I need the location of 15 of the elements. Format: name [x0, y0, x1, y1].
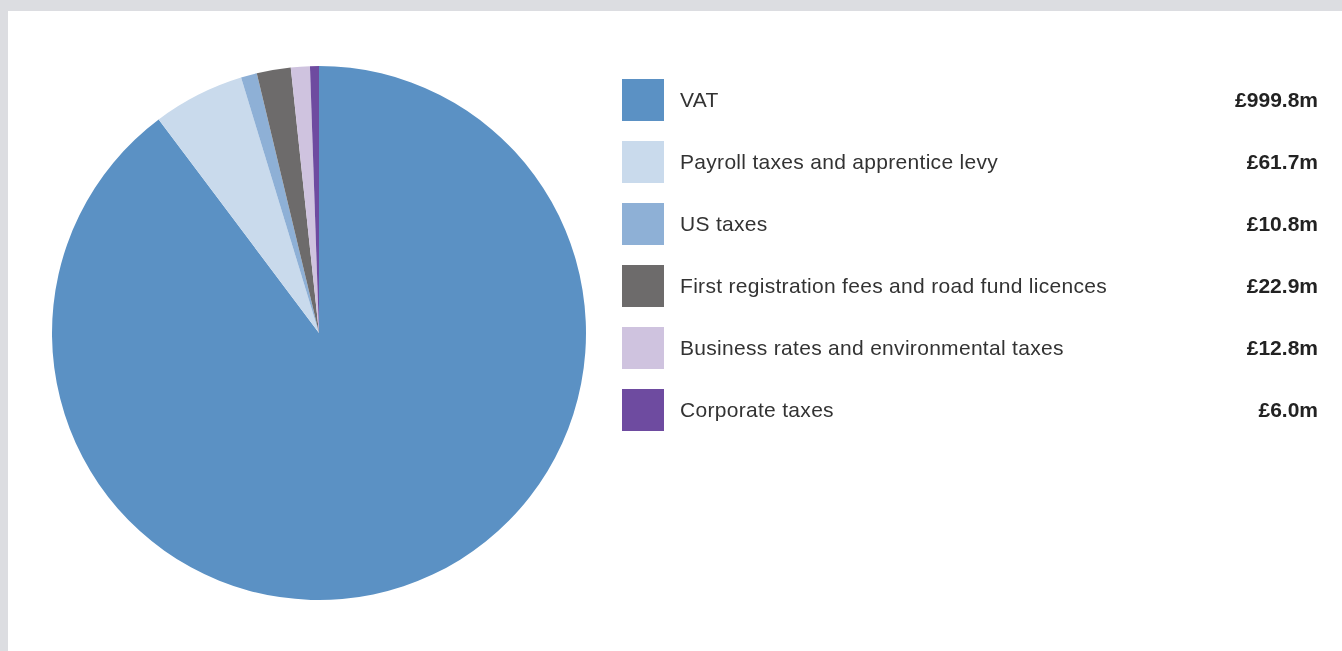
- legend-label: Corporate taxes: [680, 398, 835, 422]
- data-label: £999.8m: [1235, 88, 1318, 112]
- data-label: £22.9m: [1246, 274, 1318, 298]
- data-label: £61.7m: [1246, 150, 1318, 174]
- data-label: £12.8m: [1246, 336, 1318, 360]
- pie-slice: [52, 66, 586, 600]
- pie-slice: [256, 67, 319, 333]
- legend-label: Payroll taxes and apprentice levy: [680, 150, 1000, 174]
- legend-label: US taxes: [680, 212, 769, 236]
- data-label: £6.0m: [1258, 398, 1318, 422]
- legend-label: First registration fees and road fund licences: [680, 274, 1108, 298]
- legend-label: VAT: [680, 88, 720, 112]
- legend-label: Business rates and environmental taxes: [680, 336, 1065, 360]
- pie-slice: [158, 77, 319, 333]
- data-label: £10.8m: [1246, 212, 1318, 236]
